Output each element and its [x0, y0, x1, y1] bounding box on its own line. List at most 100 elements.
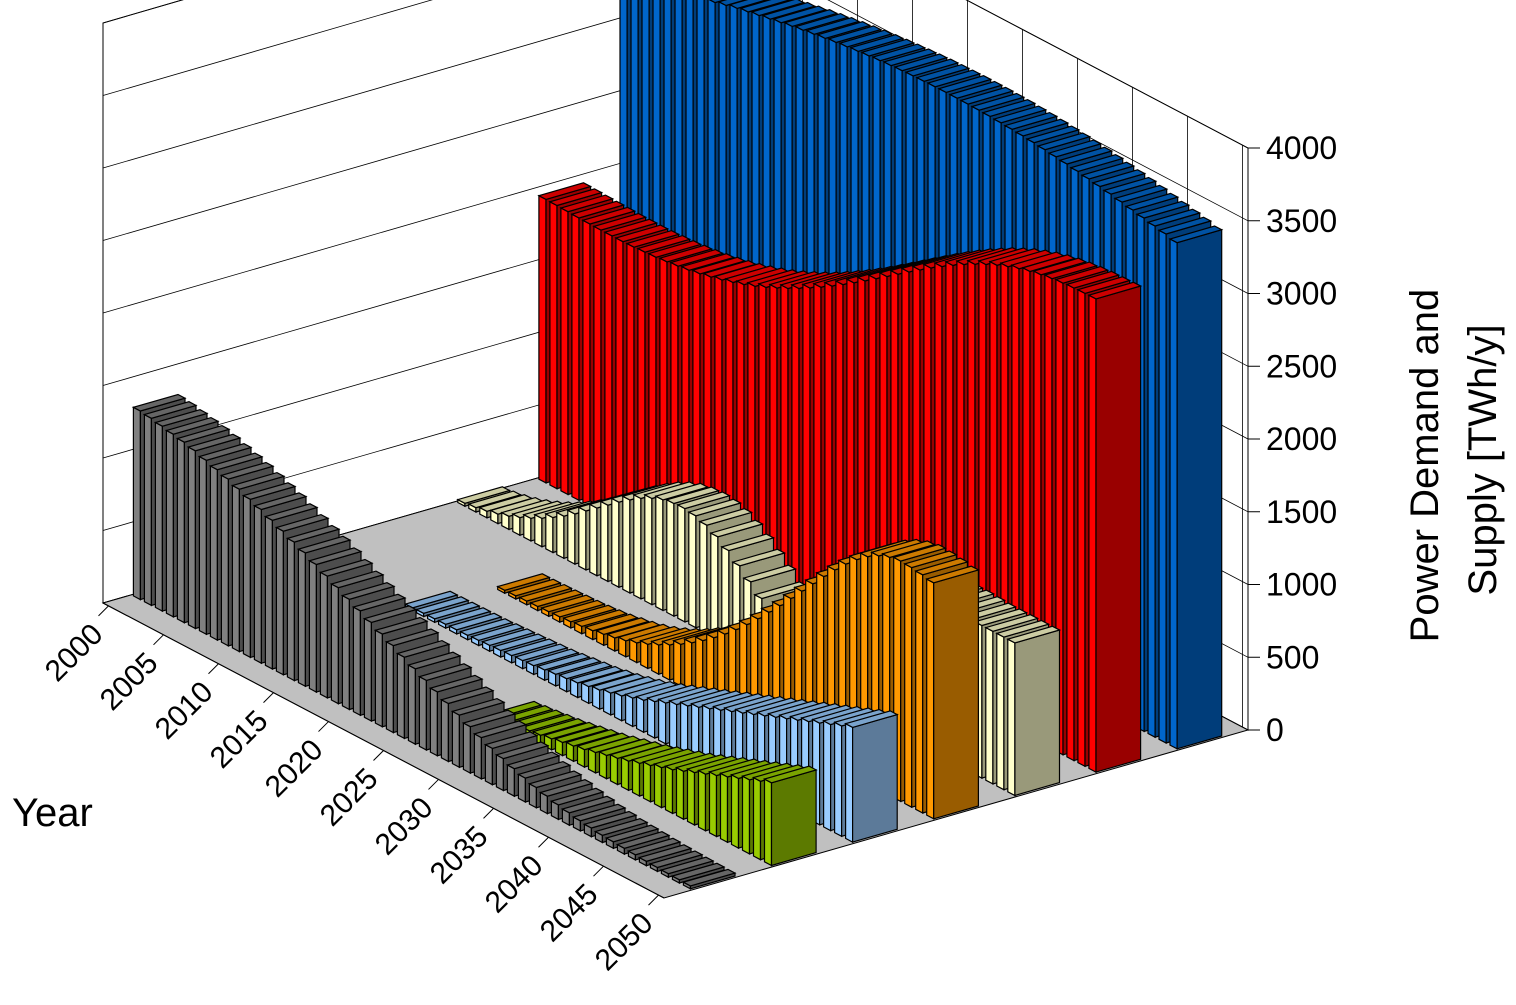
y-tick-label: 1000: [1266, 567, 1337, 603]
bar-top: [197, 443, 253, 461]
bar-front: [484, 743, 493, 786]
bar-top: [860, 38, 916, 57]
bar-top: [481, 628, 536, 647]
bar-front: [473, 732, 482, 780]
bar-top: [959, 86, 1015, 105]
bar-top: [614, 224, 670, 243]
bar-top: [582, 810, 638, 829]
bar-front: [495, 753, 504, 792]
bar-front: [602, 688, 612, 716]
bar-top: [794, 12, 850, 31]
bar-top: [520, 713, 576, 732]
bar-top: [467, 490, 523, 509]
bar-front: [1158, 229, 1167, 744]
bar-top: [518, 583, 574, 602]
bar-front: [844, 722, 854, 844]
bar-front: [653, 763, 663, 809]
x-tick-label: 2010: [149, 675, 220, 746]
bar-top: [230, 471, 286, 490]
bar-top: [687, 498, 743, 517]
bar-side: [1176, 228, 1223, 750]
bar-front: [297, 548, 306, 688]
bar-front: [534, 513, 543, 548]
y-axis-title-line-2: Supply [TWh/y]: [1461, 324, 1505, 595]
bar-top: [1102, 176, 1158, 195]
bar-front: [385, 640, 394, 734]
bar-top: [459, 618, 514, 636]
bar-top: [995, 619, 1051, 638]
bar-top: [1076, 276, 1132, 295]
bar-front: [1066, 283, 1075, 762]
bar-front: [549, 200, 558, 490]
bar-top: [698, 508, 754, 526]
bar-top: [728, 0, 769, 10]
bar-top: [658, 244, 714, 263]
bar-top: [669, 248, 725, 267]
bar-front: [996, 632, 1005, 791]
bar: [648, 850, 704, 873]
bar-front: [833, 721, 843, 838]
bar-front: [209, 465, 218, 642]
bar-front: [613, 691, 623, 722]
bar-front: [604, 231, 613, 519]
bar-front: [926, 578, 935, 820]
bar-top: [351, 593, 407, 612]
bar-front: [143, 413, 152, 607]
bar-front: [418, 675, 427, 751]
bar: [1006, 625, 1062, 797]
bar-front: [642, 760, 652, 803]
bar-top: [648, 850, 704, 869]
x-tick-mark: [208, 663, 219, 675]
bar-front: [822, 719, 832, 832]
bar-top: [241, 482, 297, 500]
bar-front: [593, 225, 602, 513]
bar-front: [132, 406, 141, 601]
bar-front: [679, 701, 689, 757]
bar-front: [462, 722, 471, 775]
bar-top: [514, 643, 569, 662]
bar-front: [708, 770, 718, 838]
bar-top: [827, 25, 883, 44]
bar-front: [374, 629, 383, 728]
bar-front: [673, 639, 682, 687]
bar-top: [439, 686, 495, 705]
bar-top: [1003, 111, 1059, 130]
x-tick-mark: [648, 894, 659, 906]
bar-front: [440, 698, 449, 763]
bar-top: [263, 503, 319, 521]
x-tick-mark: [318, 721, 329, 732]
bar-front: [242, 494, 251, 659]
bar-top: [626, 837, 682, 856]
x-tick-label: 2015: [204, 704, 275, 775]
bar: [496, 573, 552, 595]
bar-top: [625, 229, 681, 248]
bar-front: [308, 559, 317, 694]
bar-top: [893, 53, 949, 72]
bar-side: [770, 769, 817, 867]
bar-top: [186, 433, 242, 452]
bar-top: [1113, 184, 1169, 203]
bar-top: [1043, 261, 1099, 280]
bar-top: [925, 565, 981, 584]
bar-top: [507, 578, 563, 597]
bar-top: [659, 856, 715, 875]
bar-front: [915, 570, 924, 814]
y-tick-label: 4000: [1266, 130, 1337, 166]
bar-top: [984, 614, 1040, 632]
bar-top: [483, 731, 539, 750]
x-tick-label: 2005: [94, 646, 165, 717]
bar-top: [547, 657, 602, 675]
bar-front: [154, 421, 163, 613]
bar-top: [437, 607, 492, 625]
bar-top: [1069, 154, 1125, 173]
bar-front: [657, 698, 667, 745]
bar-top: [762, 765, 818, 784]
bar-top: [731, 548, 787, 567]
bar: [762, 765, 818, 867]
bar-front: [633, 493, 642, 600]
bar-front: [624, 693, 634, 728]
bar-top: [274, 513, 330, 532]
bar-top: [558, 661, 613, 680]
bar-top: [904, 58, 960, 77]
bar-front: [396, 652, 405, 740]
